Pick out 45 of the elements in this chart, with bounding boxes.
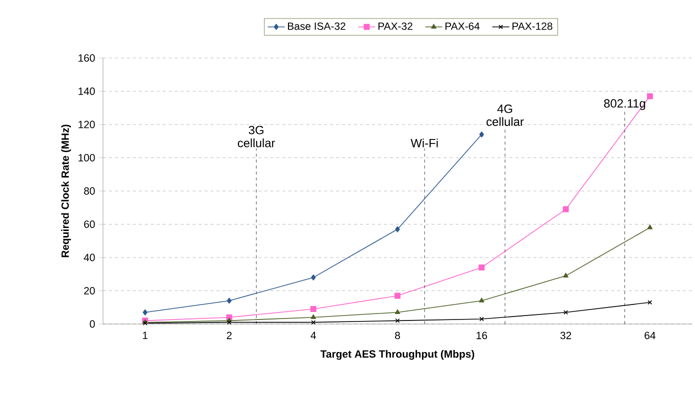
y-tick-label: 160 bbox=[78, 54, 95, 62]
point bbox=[478, 264, 485, 270]
point bbox=[226, 298, 232, 304]
x-tick-label: 2 bbox=[226, 332, 232, 340]
x-axis-title: Target AES Throughput (Mbps) bbox=[320, 350, 474, 360]
x-tick-label: 64 bbox=[644, 332, 656, 340]
point bbox=[311, 320, 316, 325]
y-tick-label: 120 bbox=[78, 120, 95, 128]
x-tick-label: 8 bbox=[395, 332, 400, 340]
point bbox=[479, 131, 484, 138]
legend-label: PAX-128 bbox=[512, 22, 552, 30]
point bbox=[310, 314, 316, 320]
y-tick-label: 0 bbox=[90, 320, 95, 328]
x-tick-label: 32 bbox=[560, 332, 572, 340]
y-tick-label: 100 bbox=[78, 154, 95, 162]
point bbox=[646, 93, 653, 100]
ref-line-label: 4G cellular bbox=[486, 104, 524, 126]
y-tick-label: 60 bbox=[84, 220, 95, 228]
y-tick-label: 40 bbox=[84, 254, 95, 262]
point bbox=[142, 309, 148, 316]
x-tick-label: 1 bbox=[142, 332, 148, 339]
point bbox=[479, 298, 484, 302]
ref-line-label: Wi-Fi bbox=[410, 138, 438, 148]
legend-label: PAX-32 bbox=[378, 22, 412, 30]
point bbox=[647, 224, 653, 230]
point bbox=[562, 206, 569, 212]
legend-label: Base ISA-32 bbox=[288, 22, 346, 30]
point bbox=[563, 272, 568, 278]
point bbox=[394, 309, 400, 314]
y-tick-label: 140 bbox=[78, 88, 95, 95]
point bbox=[564, 310, 568, 315]
x-tick-label: 16 bbox=[476, 332, 488, 340]
point bbox=[394, 292, 400, 299]
y-tick-label: 80 bbox=[84, 187, 95, 195]
y-tick-label: 20 bbox=[84, 287, 95, 294]
point bbox=[395, 226, 400, 232]
legend-label: PAX-64 bbox=[446, 22, 480, 30]
point bbox=[310, 306, 316, 312]
x-tick-label: 4 bbox=[310, 332, 316, 339]
point bbox=[311, 274, 316, 280]
ref-line-label: 3G cellular bbox=[238, 126, 276, 148]
point bbox=[479, 316, 484, 322]
point bbox=[395, 318, 400, 323]
y-axis-title: Required Clock Rate (MHz) bbox=[61, 124, 71, 258]
point bbox=[226, 320, 232, 325]
